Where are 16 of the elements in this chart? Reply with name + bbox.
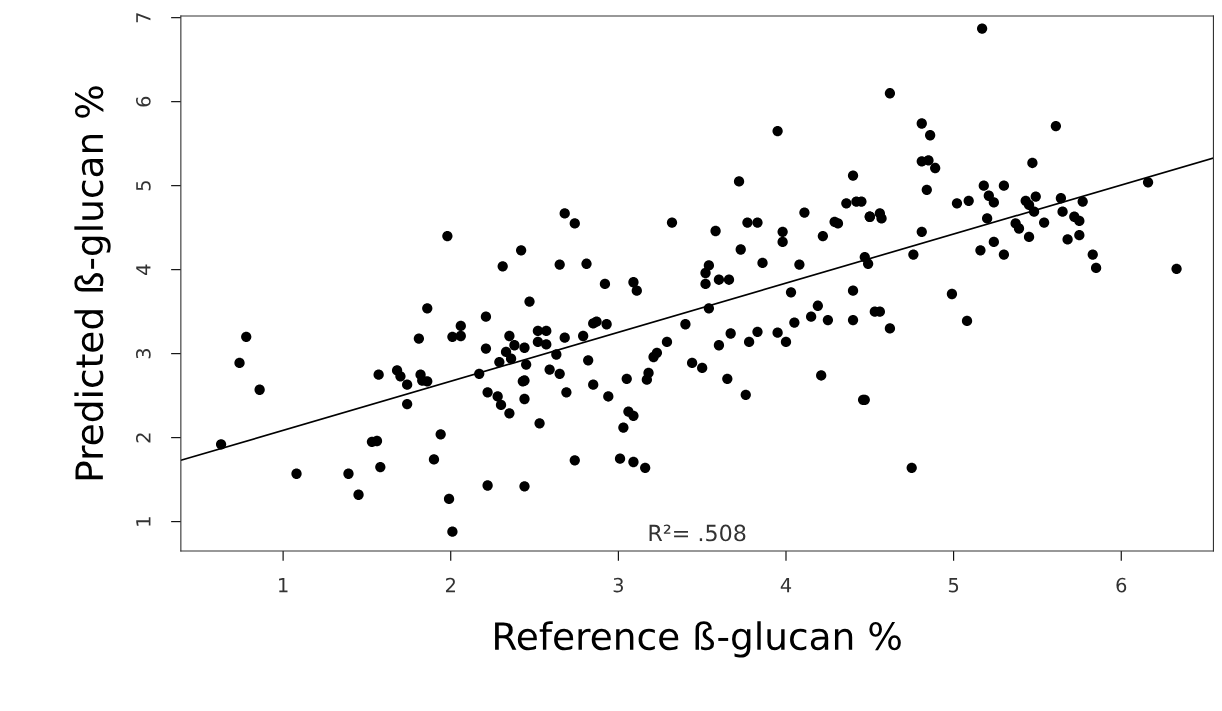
y-tick-label: 4 bbox=[136, 264, 151, 275]
x-tick-label: 6 bbox=[1116, 577, 1127, 593]
y-tick-label: 7 bbox=[136, 13, 151, 23]
annotation: R²= .508 bbox=[649, 524, 746, 542]
y-tick-label: 5 bbox=[136, 181, 151, 191]
y-tick-label: 1 bbox=[136, 517, 151, 526]
y-tick-label: 3 bbox=[135, 349, 151, 359]
x-tick-label: 5 bbox=[948, 578, 959, 593]
x-tick-label: 3 bbox=[613, 577, 623, 593]
y-tick-label: 2 bbox=[135, 433, 151, 443]
y-axis-title: Predicted ß-glucan % bbox=[74, 86, 111, 480]
y-tick-label: 6 bbox=[135, 96, 151, 107]
x-axis-title: Reference ß-glucan % bbox=[495, 621, 901, 658]
x-tick-label: 1 bbox=[279, 578, 288, 593]
x-tick-label: 4 bbox=[780, 578, 792, 593]
x-tick-label: 2 bbox=[445, 577, 455, 593]
